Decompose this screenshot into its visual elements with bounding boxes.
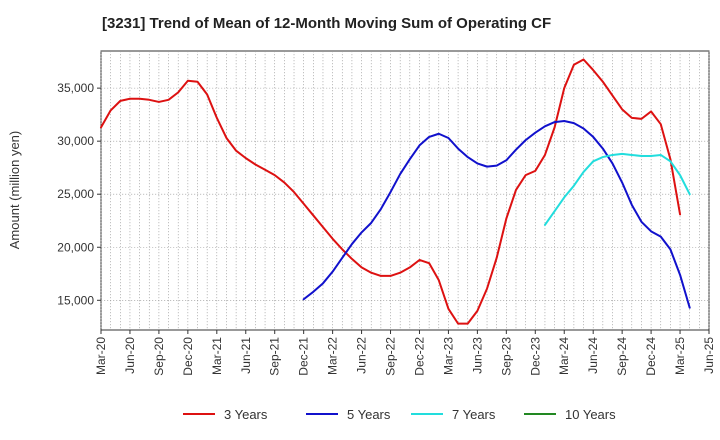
series-layer bbox=[100, 58, 691, 325]
legend: 3 Years 5 Years 7 Years 10 Years bbox=[183, 407, 616, 422]
x-tick-label: Dec-21 bbox=[297, 337, 311, 376]
grid bbox=[100, 51, 710, 330]
x-axis: Mar-20 Jun-20 Sep-20 Dec-20 Mar-21 Jun-21 Sep-… bbox=[94, 330, 716, 376]
legend-label-3-years: 3 Years bbox=[224, 407, 268, 422]
x-tick-label: Jun-23 bbox=[470, 337, 484, 374]
x-tick-label: Sep-22 bbox=[384, 337, 398, 376]
y-tick-label: 20,000 bbox=[57, 240, 94, 254]
x-tick-label: Mar-21 bbox=[210, 337, 224, 375]
y-tick-label: 35,000 bbox=[57, 81, 94, 95]
chart-title: [3231] Trend of Mean of 12-Month Moving … bbox=[102, 15, 551, 32]
x-tick-label: Sep-24 bbox=[615, 337, 629, 376]
x-tick-label: Sep-23 bbox=[499, 337, 513, 376]
x-tick-label: Jun-22 bbox=[355, 337, 369, 374]
y-axis: 15,000 20,000 25,000 30,000 35,000 bbox=[57, 81, 101, 307]
legend-label-10-years: 10 Years bbox=[565, 407, 616, 422]
x-tick-label: Dec-22 bbox=[412, 337, 426, 376]
x-tick-label: Jun-24 bbox=[586, 337, 600, 374]
x-tick-label: Mar-20 bbox=[94, 337, 108, 375]
y-tick-label: 25,000 bbox=[57, 187, 94, 201]
x-tick-label: Jun-20 bbox=[123, 337, 137, 374]
series-line-3-years bbox=[100, 58, 682, 325]
x-tick-label: Jun-21 bbox=[239, 337, 253, 374]
plot-area bbox=[100, 50, 710, 331]
series-line-5-years bbox=[302, 120, 691, 309]
legend-label-5-years: 5 Years bbox=[347, 407, 391, 422]
x-tick-label: Dec-20 bbox=[181, 337, 195, 376]
y-axis-label: Amount (million yen) bbox=[7, 131, 22, 250]
x-tick-label: Mar-24 bbox=[557, 337, 571, 375]
x-tick-label: Sep-21 bbox=[268, 337, 282, 376]
y-tick-label: 30,000 bbox=[57, 134, 94, 148]
x-tick-label: Dec-23 bbox=[528, 337, 542, 376]
x-tick-label: Mar-25 bbox=[673, 337, 687, 375]
x-tick-label: Mar-23 bbox=[441, 337, 455, 375]
x-tick-label: Jun-25 bbox=[702, 337, 716, 374]
y-tick-label: 15,000 bbox=[57, 293, 94, 307]
x-tick-label: Dec-24 bbox=[644, 337, 658, 376]
legend-label-7-years: 7 Years bbox=[452, 407, 496, 422]
series-line-7-years bbox=[543, 152, 691, 226]
x-tick-label: Sep-20 bbox=[152, 337, 166, 376]
x-tick-label: Mar-22 bbox=[326, 337, 340, 375]
